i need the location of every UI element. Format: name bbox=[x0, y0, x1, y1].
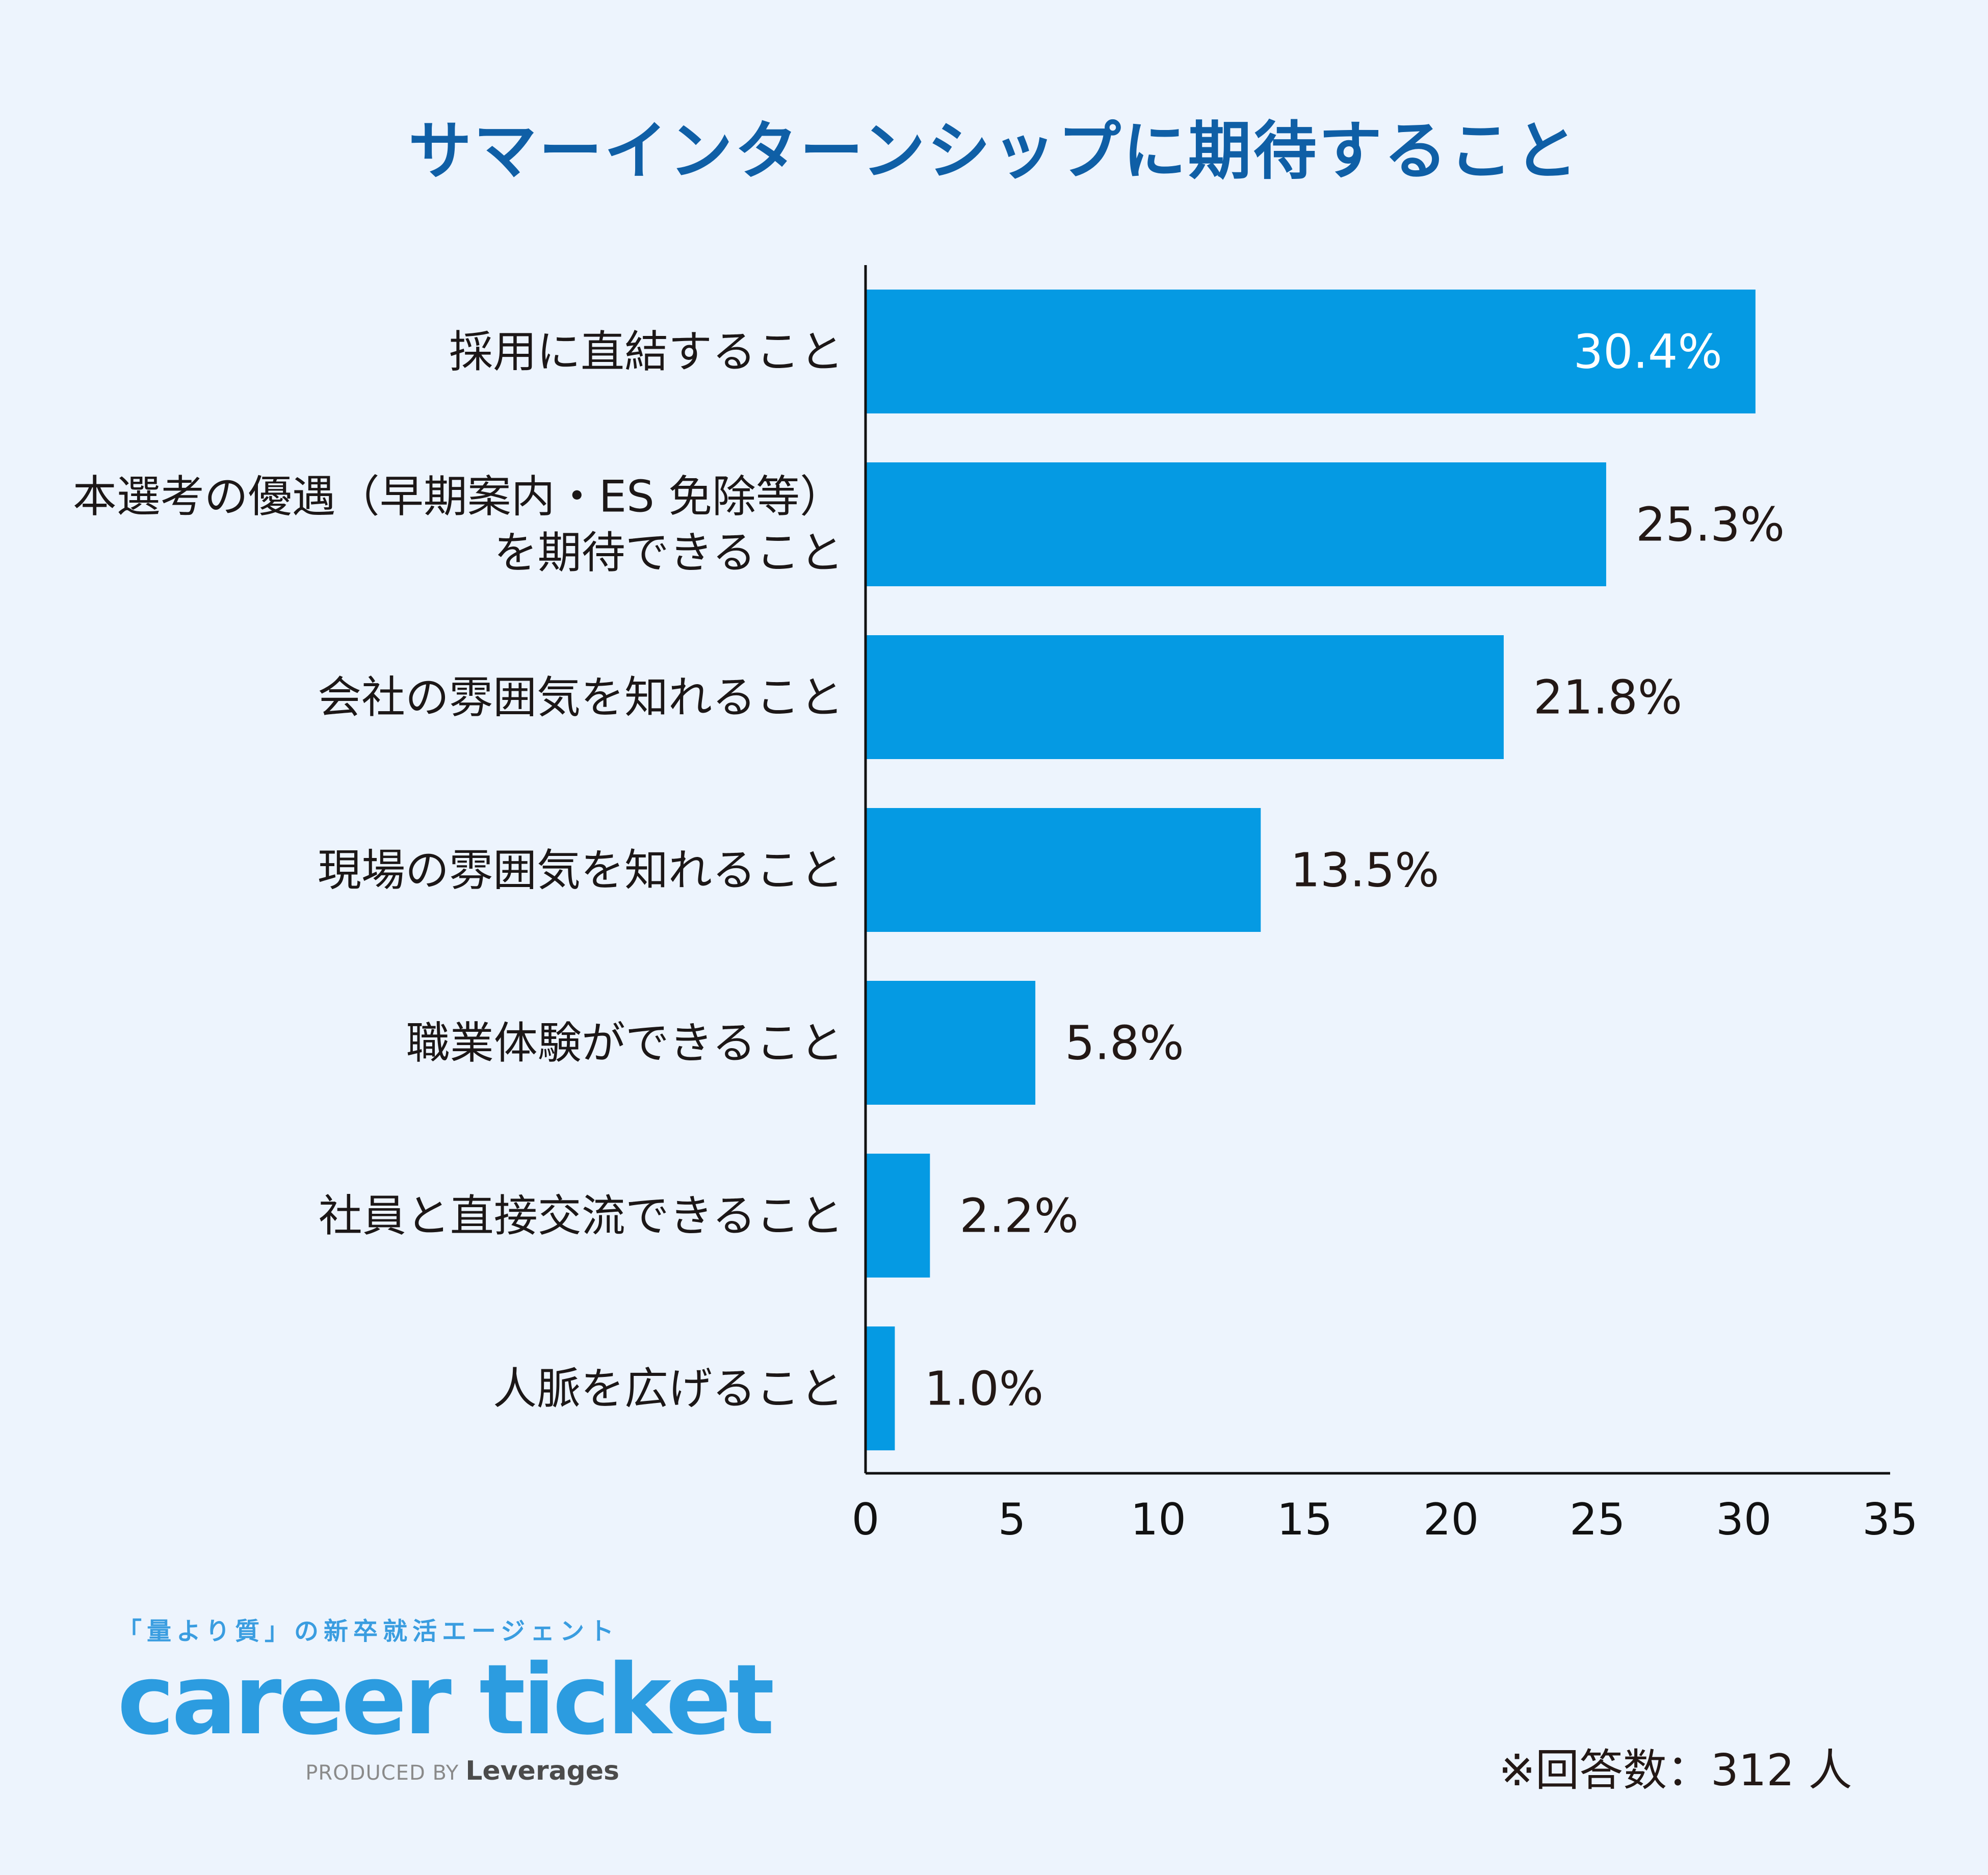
category-label-2-line-2: を期待できること bbox=[494, 528, 844, 579]
bar-chart: 30.4% 採用に直結すること 25.3% 本選考の優遇（早期案内・ES 免除等）を期… bbox=[73, 265, 1918, 1545]
x-tick-label-0: 0 bbox=[852, 1494, 880, 1545]
x-tick-label-15: 15 bbox=[1277, 1494, 1332, 1545]
category-label-6: 社員と直接交流できること bbox=[319, 1191, 844, 1242]
value-label-3: 21.8% bbox=[1533, 670, 1682, 725]
value-label-5: 5.8% bbox=[1065, 1016, 1184, 1071]
x-tick-label-25: 25 bbox=[1570, 1494, 1625, 1545]
x-tick-label-20: 20 bbox=[1423, 1494, 1479, 1545]
category-label-3: 会社の雰囲気を知れること bbox=[318, 672, 844, 723]
x-tick-label-35: 35 bbox=[1862, 1494, 1918, 1545]
brand-block: 「量より質」の新卒就活エージェント career ticket PRODUCED… bbox=[117, 1611, 775, 1786]
x-tick-label-5: 5 bbox=[998, 1494, 1026, 1545]
bar-4 bbox=[866, 808, 1261, 932]
bar-7 bbox=[866, 1326, 895, 1450]
value-label-4: 13.5% bbox=[1290, 843, 1439, 898]
value-label-6: 2.2% bbox=[959, 1189, 1079, 1243]
bar-2 bbox=[866, 462, 1606, 586]
company-name: Leverages bbox=[465, 1756, 619, 1786]
category-label-5: 職業体験ができること bbox=[406, 1018, 844, 1069]
career-ticket-logo: career ticket bbox=[117, 1644, 775, 1756]
bar-3 bbox=[866, 635, 1504, 759]
produced-by-label: PRODUCED BY bbox=[305, 1761, 459, 1785]
value-label-7: 1.0% bbox=[924, 1362, 1043, 1416]
value-label-1: 30.4% bbox=[1574, 325, 1722, 379]
x-tick-label-30: 30 bbox=[1716, 1494, 1771, 1545]
x-tick-label-10: 10 bbox=[1131, 1494, 1186, 1545]
value-label-2: 25.3% bbox=[1636, 498, 1785, 552]
brand-producer: PRODUCED BY Leverages bbox=[117, 1756, 619, 1786]
category-label-4: 現場の雰囲気を知れること bbox=[318, 845, 844, 896]
bar-1 bbox=[866, 290, 1756, 413]
respondent-count-note: ※回答数：312 人 bbox=[1499, 1745, 1852, 1796]
category-label-1: 採用に直結すること bbox=[449, 327, 844, 378]
chart-title: サマーインターンシップに期待すること bbox=[408, 115, 1580, 188]
category-label-7: 人脈を広げること bbox=[493, 1364, 844, 1415]
category-label-2-line-1: 本選考の優遇（早期案内・ES 免除等） bbox=[73, 472, 844, 523]
brand-tagline: 「量より質」の新卒就活エージェント bbox=[117, 1617, 619, 1646]
bar-6 bbox=[866, 1154, 930, 1278]
bar-5 bbox=[866, 981, 1036, 1105]
